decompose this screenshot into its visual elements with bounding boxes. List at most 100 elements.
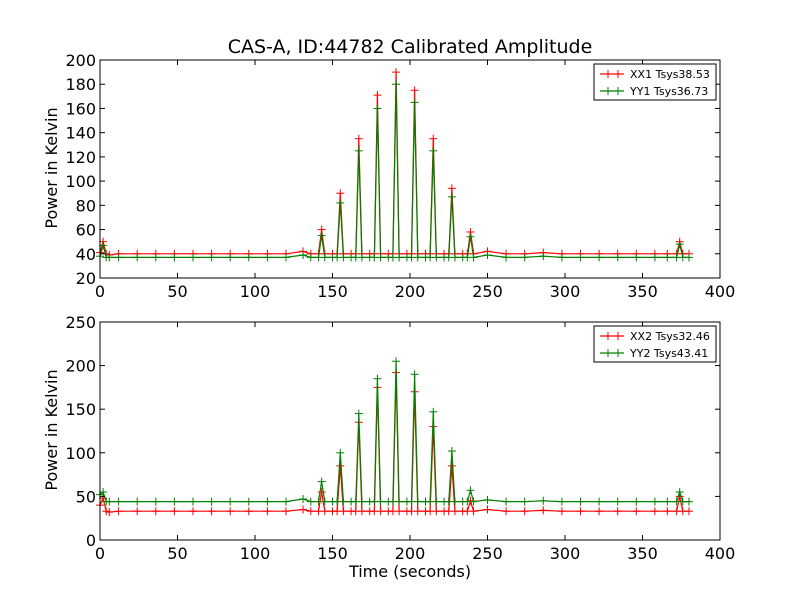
data-point: [299, 495, 308, 504]
data-point: [244, 507, 253, 516]
y-tick-label: 150: [65, 400, 96, 419]
data-point: [151, 253, 160, 262]
data-point: [114, 497, 123, 506]
chart-title: CAS-A, ID:44782 Calibrated Amplitude: [228, 36, 593, 58]
y-tick-label: 0: [86, 531, 96, 550]
data-point: [632, 497, 641, 506]
data-point: [306, 497, 315, 506]
data-point: [483, 505, 492, 514]
data-point: [207, 253, 216, 262]
data-point: [595, 497, 604, 506]
data-point: [520, 497, 529, 506]
data-point: [410, 370, 419, 379]
top-panel: CAS-A, ID:44782 Calibrated Amplitude Pow…: [42, 36, 735, 301]
bottom-panel: Power in Kelvin Time (seconds) 0 50 100 150…: [42, 313, 735, 581]
legend-entry: YY1 Tsys36.73: [600, 85, 708, 98]
data-point: [557, 507, 566, 516]
y-tick-label: 20: [76, 269, 96, 288]
data-point: [450, 253, 459, 262]
data-point: [483, 495, 492, 504]
data-point: [392, 80, 401, 89]
data-point: [354, 409, 363, 418]
data-point: [317, 231, 326, 240]
data-point: [207, 507, 216, 516]
data-point: [557, 253, 566, 262]
data-point: [432, 497, 441, 506]
data-point: [133, 253, 142, 262]
data-point: [502, 497, 511, 506]
data-point: [432, 253, 441, 262]
data-point: [466, 486, 475, 495]
data-point: [105, 508, 114, 517]
data-point: [450, 497, 459, 506]
x-tick-label: 350: [627, 282, 658, 301]
data-point: [395, 507, 404, 516]
data-point: [395, 253, 404, 262]
data-point: [447, 184, 456, 193]
legend: XX2 Tsys32.46 YY2 Tsys43.41: [593, 325, 717, 363]
series-1-1: [96, 357, 693, 506]
data-point: [306, 507, 315, 516]
data-point: [151, 497, 160, 506]
data-point: [357, 253, 366, 262]
data-point: [613, 253, 622, 262]
data-point: [376, 507, 385, 516]
data-point: [114, 253, 123, 262]
data-point: [520, 253, 529, 262]
legend-label: YY2 Tsys43.41: [629, 347, 708, 360]
y-tick-label: 160: [65, 99, 96, 118]
series-line: [99, 361, 689, 503]
data-point: [413, 507, 422, 516]
legend-label: XX1 Tsys38.53: [630, 68, 710, 81]
data-point: [336, 448, 345, 457]
data-point: [320, 497, 329, 506]
data-point: [373, 374, 382, 383]
data-point: [376, 253, 385, 262]
data-point: [336, 198, 345, 207]
data-point: [189, 253, 197, 262]
y-tick-label: 50: [76, 487, 96, 506]
x-axis-title: Time (seconds): [348, 562, 471, 581]
data-point: [263, 507, 272, 516]
series-line: [99, 84, 689, 259]
data-point: [447, 447, 456, 456]
data-point: [392, 68, 401, 77]
top-y-axis-title: Power in Kelvin: [42, 107, 61, 228]
data-point: [282, 497, 290, 506]
data-point: [413, 253, 422, 262]
data-point: [373, 104, 382, 113]
legend-box: [593, 325, 717, 363]
data-point: [170, 507, 179, 516]
data-point: [170, 253, 179, 262]
y-tick-label: 100: [65, 444, 96, 463]
legend-entry: YY2 Tsys43.41: [600, 347, 708, 360]
data-point: [376, 497, 385, 506]
data-point: [133, 507, 142, 516]
data-point: [189, 507, 197, 516]
data-point: [373, 91, 382, 100]
data-point: [105, 497, 114, 506]
data-point: [189, 497, 197, 506]
x-tick-label: 0: [95, 544, 105, 563]
legend-label: XX2 Tsys32.46: [630, 330, 710, 343]
data-point: [576, 507, 585, 516]
data-point: [539, 496, 548, 505]
x-tick-label: 100: [240, 282, 271, 301]
data-point: [354, 146, 363, 155]
legend-entry: XX2 Tsys32.46: [600, 330, 710, 343]
data-point: [299, 250, 308, 259]
data-point: [685, 497, 693, 506]
data-point: [133, 497, 142, 506]
series-1-0: [96, 368, 693, 517]
x-tick-label: 250: [472, 544, 503, 563]
data-point: [339, 497, 348, 506]
data-point: [105, 253, 114, 262]
y-tick-label: 140: [65, 124, 96, 143]
data-point: [170, 497, 179, 506]
data-point: [595, 253, 604, 262]
bottom-y-axis-title: Power in Kelvin: [42, 369, 61, 490]
data-point: [299, 505, 308, 514]
x-tick-label: 400: [705, 282, 736, 301]
x-tick-label: 150: [317, 282, 348, 301]
